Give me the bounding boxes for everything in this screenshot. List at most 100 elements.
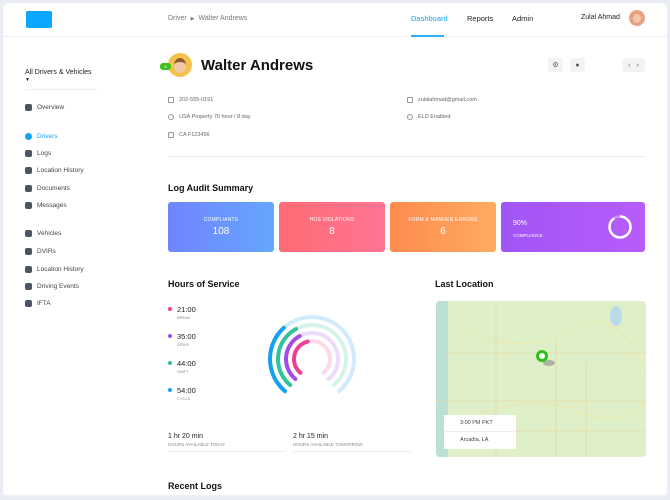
message-button[interactable]: ● (570, 58, 585, 72)
card-value: 108 (212, 226, 230, 237)
sidebar-item-drivers[interactable]: Drivers (25, 133, 58, 140)
email-text: zulalahmad@gmail.com (418, 97, 477, 103)
legend-value: 21:00 (177, 305, 196, 314)
recent-logs-table-header (3, 495, 667, 497)
place-text: Arcadia, LA (460, 437, 489, 443)
map[interactable]: 3:00 PM PKT Arcadia, LA (436, 301, 646, 457)
sidebar-item-label: Drivers (37, 133, 58, 140)
card-label: FORM & MANNER ERRORS (408, 217, 478, 223)
legend-value: 44:00 (177, 359, 196, 368)
sidebar-item-documents[interactable]: Documents (25, 185, 70, 192)
document-icon (25, 185, 32, 192)
hos-legend-cycle: 54:00 CYCLE (168, 386, 196, 401)
sidebar-item-label: Driving Events (37, 283, 79, 290)
legend-dot (168, 334, 172, 338)
legend-dot (168, 307, 172, 311)
driver-avatar (168, 53, 192, 77)
hos-title: Hours of Service (168, 279, 240, 289)
chat-icon: ● (575, 61, 580, 69)
driver-filter-dropdown[interactable]: All Drivers & Vehicles ▼ (25, 69, 97, 90)
hours-today: 1 hr 20 min HOURS AVAILABLE TODAY (168, 433, 286, 452)
sidebar-item-label: Vehicles (37, 230, 62, 237)
user-avatar[interactable] (629, 10, 645, 26)
caret-right-icon: ▶ (190, 16, 195, 22)
mail-icon (407, 97, 413, 103)
card-label: COMPLIANTS (203, 217, 239, 223)
time-text: 3:00 PM PKT (460, 420, 493, 426)
gauge-arc-shift (276, 326, 299, 388)
nav-admin[interactable]: Admin (512, 14, 534, 23)
breadcrumb-driver[interactable]: Driver (168, 15, 187, 22)
legend-label: SHIFT (177, 369, 189, 374)
sidebar-item-label: IFTA (37, 300, 51, 307)
filter-label: All Drivers & Vehicles (25, 69, 92, 76)
legend-value: 35:00 (177, 332, 196, 341)
nav-reports[interactable]: Reports (467, 14, 494, 23)
nav-dashboard[interactable]: Dashboard (411, 14, 448, 23)
location-place: Arcadia, LA (444, 432, 516, 449)
compliants-card[interactable]: COMPLIANTS 108 (168, 202, 274, 252)
legend-label: DRIVE (177, 342, 190, 347)
sidebar-item-location-history[interactable]: Location History (25, 266, 84, 273)
gauge-arc-cycle (268, 325, 288, 394)
eld-text: ELD Enabled (418, 114, 451, 120)
caret-down-icon: ▼ (25, 77, 30, 83)
hos-legend-break: 21:00 BREAK (168, 305, 196, 320)
sidebar-item-label: Location History (37, 167, 84, 174)
user-name[interactable]: Zulal Ahmad (581, 14, 620, 21)
gauge-arc-break (292, 339, 310, 375)
legend-value: 54:00 (177, 386, 196, 395)
phone-text: 202-555-0191 (179, 97, 214, 103)
sidebar-item-overview[interactable]: Overview (25, 104, 64, 111)
divider (168, 156, 645, 157)
app-window: Driver ▶ Walter Andrews Dashboard Reports … (3, 3, 667, 497)
logo[interactable] (26, 11, 52, 28)
driver-name: Walter Andrews (201, 57, 314, 74)
sidebar-item-vehicles[interactable]: Vehicles (25, 230, 61, 237)
gear-icon: ⚙ (552, 62, 559, 69)
phone-info: 202-555-0191 (168, 97, 213, 103)
chevron-right-icon[interactable]: › (636, 61, 639, 69)
location-icon (25, 266, 32, 273)
sidebar-item-driving-events[interactable]: Driving Events (25, 283, 79, 290)
steering-wheel-icon (25, 133, 32, 140)
sidebar-item-ifta[interactable]: IFTA (25, 300, 51, 307)
tomorrow-label: HOURS AVAILABLE TOMORROW (293, 442, 363, 447)
sidebar-item-label: Overview (37, 104, 65, 111)
hos-violations-card[interactable]: HOS VIOLATIONS 8 (279, 202, 385, 252)
sidebar-item-logs[interactable]: Logs (25, 150, 51, 157)
sidebar-item-location-history[interactable]: Location History (25, 167, 84, 174)
legend-dot (168, 388, 172, 392)
form-manner-card[interactable]: FORM & MANNER ERRORS 6 (390, 202, 496, 252)
sidebar-item-label: Logs (37, 150, 52, 157)
card-value: 8 (329, 226, 335, 237)
dashboard-icon (25, 104, 32, 111)
status-badge: 8 (160, 63, 171, 70)
compliance-ring (608, 215, 632, 239)
sidebar-item-label: Documents (37, 185, 70, 192)
legend-label: BREAK (177, 315, 191, 320)
sidebar-item-label: Messages (37, 202, 67, 209)
compliance-label: COMPLIANCE (513, 233, 543, 238)
sidebar-item-dvirs[interactable]: DVIRs (25, 248, 56, 255)
compliance-value: 90% (513, 220, 528, 227)
sidebar-item-messages[interactable]: Messages (25, 202, 67, 209)
settings-button[interactable]: ⚙ (548, 58, 563, 72)
today-label: HOURS AVAILABLE TODAY (168, 442, 226, 447)
check-circle-icon (407, 114, 413, 120)
license-info: CA F123456 (168, 132, 210, 138)
license-icon (168, 132, 174, 138)
license-text: CA F123456 (179, 132, 210, 138)
chat-icon (25, 202, 32, 209)
location-icon (25, 167, 32, 174)
hos-legend-drive: 35:00 DRIVE (168, 332, 196, 347)
book-icon (25, 150, 32, 157)
truck-icon (25, 230, 32, 237)
cycle-info: USA Property 70 hour / 8 day (168, 114, 251, 120)
breadcrumb-current: Walter Andrews (198, 15, 248, 22)
chevron-left-icon[interactable]: ‹ (628, 61, 631, 69)
compliance-card[interactable]: 90% COMPLIANCE (501, 202, 645, 252)
hos-legend-shift: 44:00 SHIFT (168, 359, 196, 374)
pager: ‹ › (622, 58, 645, 72)
email-info: zulalahmad@gmail.com (407, 97, 477, 103)
